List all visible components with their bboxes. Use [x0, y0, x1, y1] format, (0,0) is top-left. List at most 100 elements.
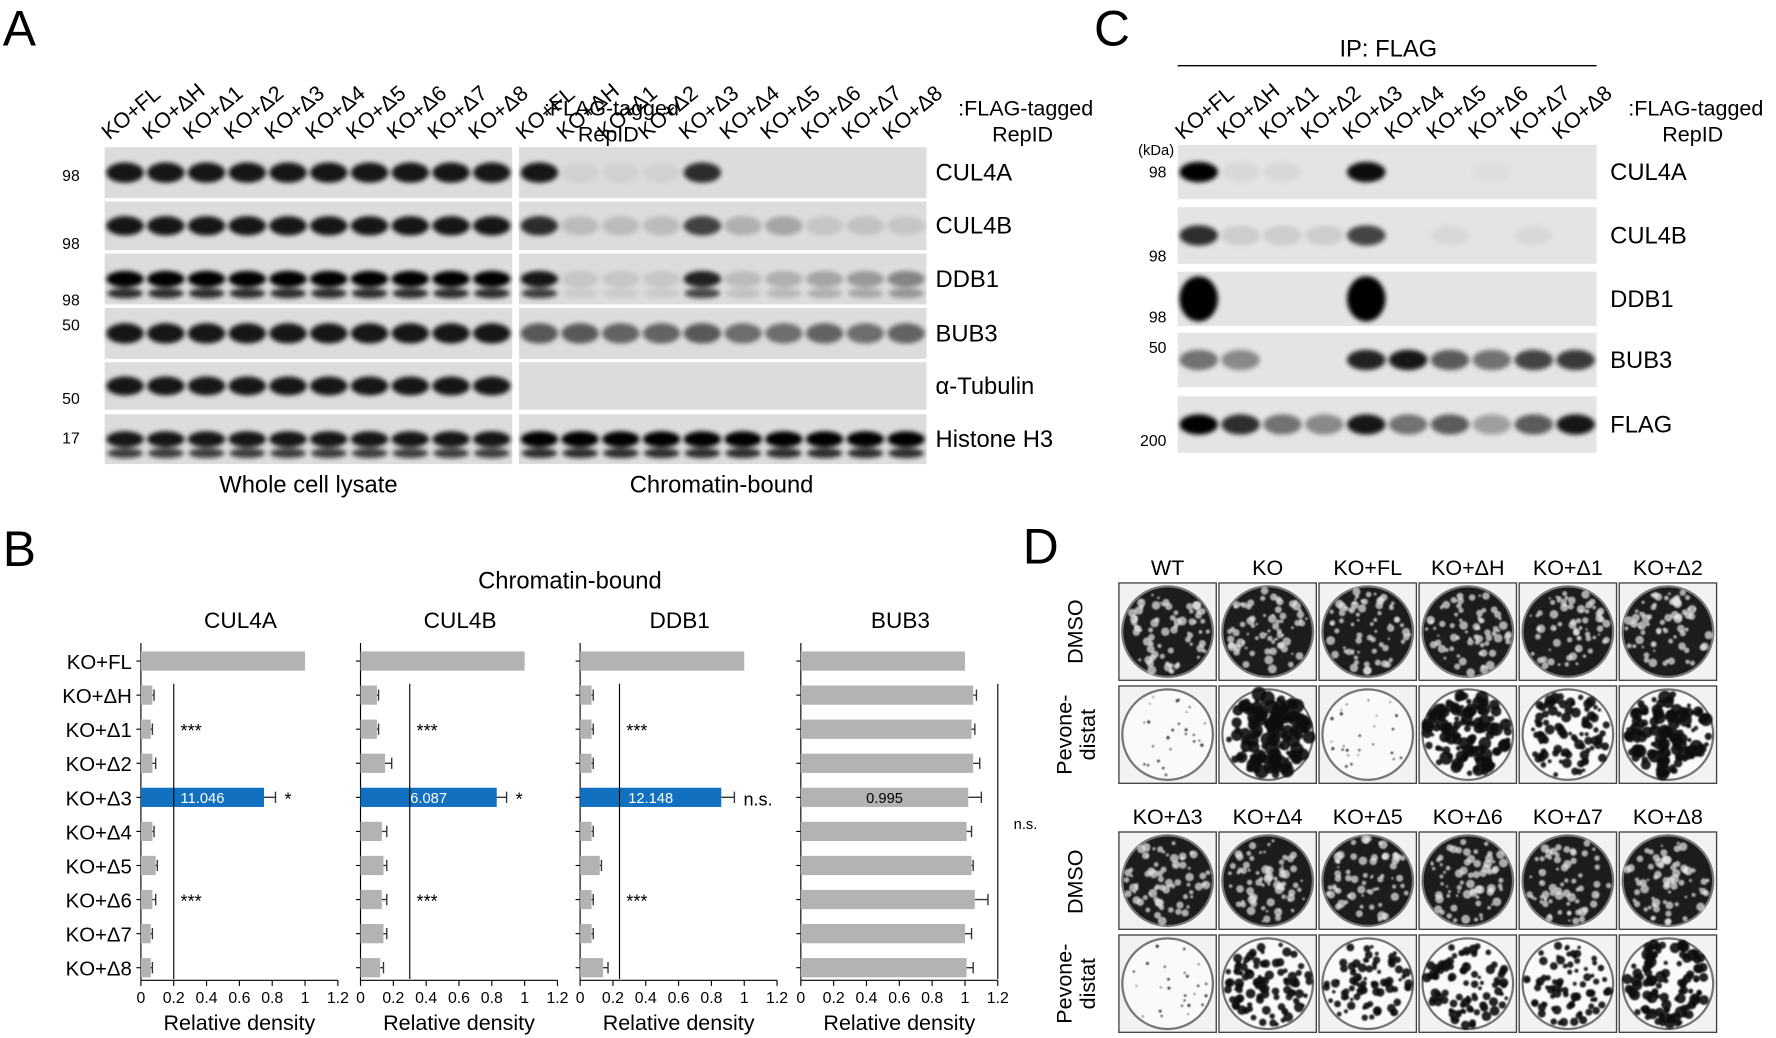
- colony: [1463, 848, 1471, 856]
- colony: [1439, 751, 1453, 765]
- colony: [1673, 845, 1681, 853]
- bands: [520, 323, 925, 344]
- colony: [1446, 957, 1455, 966]
- colony: [1482, 708, 1488, 714]
- colony: [1673, 737, 1687, 752]
- colony: [1675, 993, 1686, 1004]
- colony: [1667, 890, 1672, 894]
- colony: [1366, 889, 1370, 893]
- colony: [1648, 939, 1660, 950]
- colony: [1544, 700, 1550, 706]
- blot-strip: [518, 362, 927, 410]
- colony: [1686, 607, 1691, 611]
- colony: [1584, 609, 1590, 614]
- colony: [1590, 973, 1595, 978]
- colony: [1261, 1005, 1271, 1015]
- colony: [1348, 985, 1355, 992]
- colony: [1673, 594, 1681, 602]
- colony: [1335, 887, 1342, 894]
- colony: [1439, 605, 1444, 610]
- colony: [1330, 740, 1333, 743]
- colony: [1564, 595, 1569, 600]
- colony: [1595, 614, 1604, 623]
- bar-text: 6.087: [410, 791, 447, 807]
- colony: [1200, 743, 1204, 747]
- colony: [1176, 901, 1184, 909]
- colony: [1695, 708, 1703, 716]
- colony: [1694, 978, 1699, 983]
- colony: [1655, 1007, 1665, 1017]
- colony: [1458, 657, 1467, 666]
- colony: [1292, 997, 1300, 1005]
- sample-label: KO+Δ6: [1433, 805, 1503, 829]
- colony: [1469, 888, 1476, 895]
- colony: [1647, 950, 1657, 960]
- colony: [1302, 730, 1316, 744]
- colony: [1285, 993, 1293, 1001]
- colony: [1293, 1002, 1304, 1013]
- colony: [1381, 853, 1388, 860]
- colony: [1547, 855, 1553, 860]
- band: [847, 448, 884, 459]
- colony: [1331, 990, 1336, 994]
- band: [1556, 414, 1595, 435]
- colony: [1271, 763, 1282, 774]
- x-tick-label: 0.8: [700, 990, 722, 1007]
- colony: [1246, 1002, 1253, 1008]
- colony: [1279, 739, 1290, 751]
- colony: [1257, 974, 1262, 979]
- colony: [1668, 592, 1671, 596]
- colony: [1141, 842, 1151, 852]
- colony: [1535, 701, 1544, 710]
- colony: [1678, 642, 1686, 651]
- colony: [1205, 982, 1208, 985]
- colony: [1449, 646, 1455, 652]
- colony: [1261, 920, 1264, 923]
- colonies: [1330, 699, 1403, 768]
- colony: [1304, 971, 1313, 980]
- colony: [1643, 657, 1650, 663]
- colony: [1246, 906, 1256, 916]
- colony: [1665, 901, 1674, 910]
- colony: [1482, 592, 1490, 600]
- colony: [1362, 1005, 1367, 1010]
- colony: [1558, 759, 1564, 764]
- colony: [1529, 614, 1532, 618]
- colony: [1525, 978, 1531, 983]
- colony: [1133, 615, 1138, 620]
- colony: [1683, 707, 1694, 718]
- error-bar: [383, 927, 388, 940]
- colony: [1646, 975, 1658, 987]
- colony: [1443, 656, 1447, 660]
- protein-label: CUL4A: [1610, 159, 1687, 186]
- colony: [1456, 603, 1462, 609]
- colony: [1236, 853, 1244, 861]
- condition-label: Pevone-: [1052, 695, 1076, 775]
- colony: [1684, 895, 1688, 899]
- x-tick-label: 0.2: [602, 990, 624, 1007]
- colony: [1448, 944, 1455, 951]
- colonies: [1132, 944, 1208, 1018]
- colony: [1249, 754, 1263, 768]
- colony: [1358, 856, 1368, 866]
- colony: [1182, 894, 1189, 900]
- significance-label: *: [285, 789, 292, 809]
- colony: [1130, 874, 1134, 878]
- error-bar: [591, 825, 594, 838]
- band: [269, 431, 307, 448]
- colony: [1473, 1009, 1481, 1016]
- colony: [1655, 993, 1661, 999]
- colony: [1274, 914, 1282, 922]
- colony: [1579, 981, 1587, 988]
- colony: [1479, 642, 1485, 648]
- error-bar: [381, 825, 388, 838]
- colony: [1662, 899, 1667, 905]
- category-label: KO+Δ5: [66, 856, 132, 878]
- colony: [1571, 878, 1577, 884]
- colony: [1602, 976, 1608, 983]
- colony: [1489, 699, 1500, 711]
- colony: [1643, 907, 1649, 912]
- bands: [1179, 414, 1595, 435]
- colony: [1289, 851, 1297, 859]
- colony: [1653, 905, 1660, 913]
